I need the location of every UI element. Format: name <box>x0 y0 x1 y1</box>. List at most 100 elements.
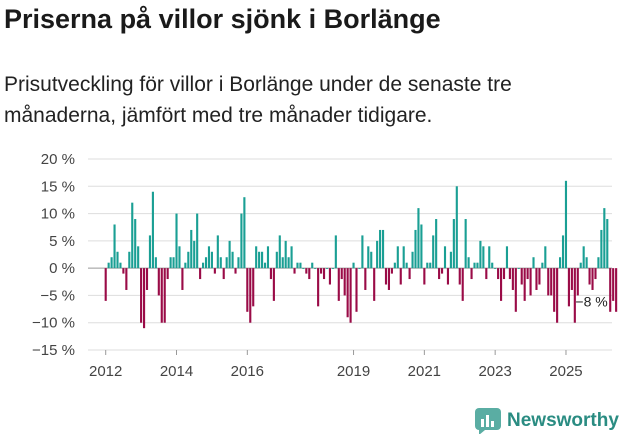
y-tick-label: 5 % <box>49 233 75 250</box>
bar <box>349 268 352 323</box>
bar <box>408 268 411 280</box>
y-tick-label: 15 % <box>41 178 75 195</box>
bar <box>284 240 287 269</box>
bar <box>113 224 116 269</box>
bar <box>299 262 302 269</box>
bar <box>361 235 364 269</box>
x-tick-label: 2023 <box>478 363 511 380</box>
bar <box>458 268 461 285</box>
bar <box>426 262 429 269</box>
bar <box>526 268 529 280</box>
bar <box>570 268 573 290</box>
bar <box>243 197 246 269</box>
bar <box>393 262 396 269</box>
bar <box>550 268 553 296</box>
bar <box>290 246 293 269</box>
bar <box>564 180 568 269</box>
bar <box>396 246 399 269</box>
bar <box>547 268 550 296</box>
last-value-annotation: −8 % <box>575 294 607 310</box>
bar <box>134 219 137 269</box>
bar <box>346 268 349 318</box>
bar <box>237 257 240 269</box>
bar <box>287 257 290 269</box>
bar <box>612 268 615 301</box>
bar <box>517 268 520 269</box>
bar <box>266 246 270 269</box>
bar <box>308 268 311 280</box>
bar <box>594 268 597 280</box>
bar <box>281 257 284 269</box>
bar <box>387 268 391 290</box>
bar <box>482 246 485 269</box>
bar <box>600 229 603 269</box>
bar <box>376 240 379 269</box>
bar <box>414 229 417 269</box>
brand-logo: Newsworthy <box>475 407 619 435</box>
bar <box>523 268 526 301</box>
bar <box>311 262 314 269</box>
bar <box>228 240 231 269</box>
bar <box>417 208 420 269</box>
bar <box>464 219 467 269</box>
bar <box>373 268 376 301</box>
bar <box>364 268 367 290</box>
bar <box>384 268 388 285</box>
bar <box>199 268 202 280</box>
bar <box>204 257 208 269</box>
x-tick-label: 2021 <box>408 363 441 380</box>
x-tick-label: 2025 <box>549 363 582 380</box>
bar <box>246 268 249 312</box>
bar <box>193 240 196 269</box>
bar <box>196 213 199 269</box>
bar <box>446 268 450 285</box>
bar <box>272 268 275 301</box>
bar <box>122 268 125 274</box>
bar <box>582 246 585 269</box>
bar <box>429 262 432 269</box>
bar <box>278 235 281 269</box>
x-tick-label: 2016 <box>231 363 264 380</box>
bar <box>296 262 299 269</box>
bar <box>240 213 243 269</box>
bar <box>514 268 517 312</box>
bar <box>160 268 163 323</box>
bar <box>432 235 435 269</box>
bar <box>263 262 267 269</box>
bar <box>588 268 591 285</box>
bar <box>317 268 320 307</box>
bar <box>440 268 444 274</box>
bar <box>452 219 455 269</box>
bar <box>328 268 331 285</box>
bar <box>411 251 414 269</box>
bar <box>252 268 255 307</box>
bar <box>145 268 149 290</box>
bar <box>455 186 458 269</box>
bar <box>340 268 343 280</box>
bar <box>314 268 317 269</box>
bar <box>491 262 494 269</box>
bar <box>541 262 544 269</box>
newsworthy-logo-icon <box>475 408 501 434</box>
bar <box>234 268 237 274</box>
bar <box>163 268 166 323</box>
bar <box>511 268 514 290</box>
bar <box>505 246 509 269</box>
y-axis-ticks: 20 % 15 % 10 % 5 % 0 % −5 % −10 % −15 % <box>32 151 75 359</box>
bar-series <box>104 180 618 329</box>
bar <box>529 268 532 296</box>
bar <box>420 224 423 269</box>
bar <box>532 257 535 269</box>
bar <box>343 268 346 296</box>
bar <box>370 251 373 269</box>
bar <box>202 262 205 269</box>
bar <box>423 268 426 285</box>
bar <box>169 257 172 269</box>
chart-subtitle: Prisutveckling för villor i Borlänge und… <box>4 73 512 127</box>
bar <box>485 268 488 280</box>
bar <box>331 268 334 269</box>
bar <box>222 268 225 280</box>
y-tick-label: −10 % <box>32 315 75 332</box>
bar <box>334 235 337 269</box>
y-tick-label: 10 % <box>41 206 75 223</box>
